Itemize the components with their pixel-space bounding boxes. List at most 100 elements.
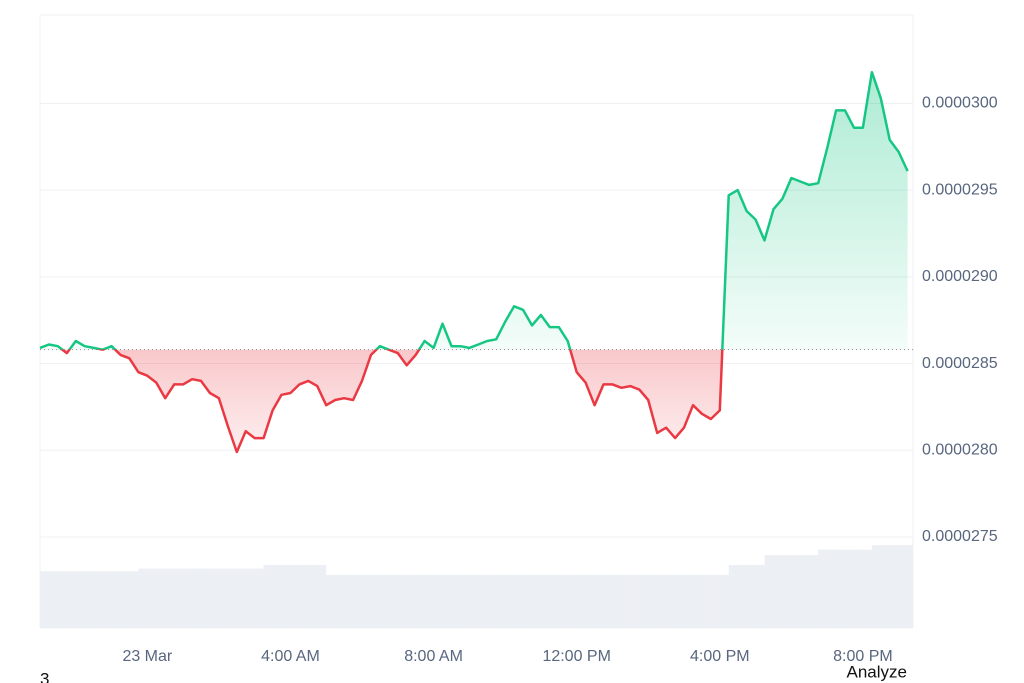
volume-bar — [764, 555, 774, 628]
volume-bar — [818, 549, 828, 628]
y-tick-label: 0.0000300 — [922, 95, 998, 112]
volume-bar — [308, 565, 318, 628]
volume-bar — [621, 574, 631, 628]
price-line — [39, 70, 909, 454]
volume-bar — [254, 568, 264, 628]
volume-bar — [451, 574, 461, 628]
volume-bar — [415, 574, 425, 628]
volume-bar — [469, 574, 479, 628]
volume-bar — [531, 574, 541, 628]
volume-bar — [102, 571, 112, 628]
volume-bar — [245, 568, 255, 628]
volume-bar — [424, 574, 434, 628]
volume-bar — [639, 574, 649, 628]
volume-bar — [129, 571, 139, 628]
volume-bar — [845, 549, 854, 628]
volume-bar — [853, 549, 863, 628]
volume-bar — [111, 571, 121, 628]
volume-bar — [728, 565, 738, 628]
volume-bar — [567, 574, 577, 628]
volume-bar — [684, 574, 693, 628]
volume-bar — [478, 574, 488, 628]
volume-bar — [505, 574, 515, 628]
volume-bar — [120, 571, 130, 628]
volume-bar — [40, 571, 49, 628]
volume-bar — [657, 574, 667, 628]
volume-bar — [317, 565, 327, 628]
volume-bar — [353, 574, 363, 628]
volume-bar — [862, 549, 872, 628]
volume-bar — [460, 574, 470, 628]
volume-bar — [701, 574, 711, 628]
volume-bar — [710, 574, 720, 628]
volume-bar — [666, 574, 676, 628]
volume-bar — [379, 574, 389, 628]
volume-bar — [889, 545, 899, 628]
volume-bar — [299, 565, 309, 628]
volume-bar — [746, 565, 756, 628]
volume-bar — [165, 568, 175, 628]
x-tick-label: 8:00 AM — [404, 648, 463, 665]
volume-bar — [48, 571, 58, 628]
volume-bar — [603, 574, 613, 628]
volume-bar — [675, 574, 685, 628]
volume-bar — [433, 574, 443, 628]
volume-bar — [871, 545, 881, 628]
volume-bar — [406, 574, 416, 628]
y-tick-label: 0.0000280 — [922, 441, 998, 458]
volume-bar — [174, 568, 184, 628]
x-tick-label: 12:00 PM — [542, 648, 610, 665]
volume-bar — [782, 555, 792, 628]
volume-bar — [809, 555, 819, 628]
volume-bar — [648, 574, 658, 628]
x-tick-label: 23 Mar — [122, 648, 172, 665]
volume-bar — [75, 571, 85, 628]
volume-bar — [737, 565, 747, 628]
volume-bar — [281, 565, 291, 628]
volume-bar — [227, 568, 237, 628]
y-tick-label: 0.0000275 — [922, 528, 998, 545]
volume-bar — [344, 574, 354, 628]
x-tick-label: 4:00 AM — [261, 648, 320, 665]
volume-bar — [138, 568, 148, 628]
volume-bar — [487, 574, 497, 628]
volume-bar — [558, 574, 568, 628]
volume-bar — [362, 574, 371, 628]
volume-bar — [496, 574, 506, 628]
volume-bar — [388, 574, 398, 628]
volume-bar — [442, 574, 452, 628]
volume-bar — [630, 574, 640, 628]
volume-bar — [218, 568, 228, 628]
volume-bar — [66, 571, 76, 628]
volume-bar — [907, 545, 913, 628]
y-tick-label: 0.0000290 — [922, 268, 998, 285]
volume-bar — [147, 568, 157, 628]
volume-bar — [549, 574, 559, 628]
x-tick-label: 4:00 PM — [690, 648, 750, 665]
volume-bar — [514, 574, 524, 628]
y-tick-label: 0.0000285 — [922, 355, 998, 372]
volume-bar — [594, 574, 604, 628]
volume-bar — [755, 565, 765, 628]
volume-bar — [93, 571, 103, 628]
volume-bar — [156, 568, 166, 628]
volume-bar — [898, 545, 908, 628]
volume-bar — [791, 555, 801, 628]
volume-bar — [880, 545, 890, 628]
analyze-button[interactable]: Analyze — [847, 662, 907, 681]
volume-bar — [236, 568, 246, 628]
volume-bar — [209, 568, 219, 628]
volume-bar — [719, 574, 729, 628]
volume-bar — [263, 565, 273, 628]
x-tick-label: 8:00 PM — [833, 648, 893, 665]
volume-bar — [192, 568, 202, 628]
volume-bar — [800, 555, 810, 628]
volume-bar — [57, 571, 67, 628]
volume-bar — [84, 571, 94, 628]
volume-bar — [692, 574, 702, 628]
volume-bar — [523, 574, 532, 628]
y-tick-label: 0.0000295 — [922, 181, 998, 198]
volume-bar — [773, 555, 783, 628]
volume-bar — [272, 565, 282, 628]
